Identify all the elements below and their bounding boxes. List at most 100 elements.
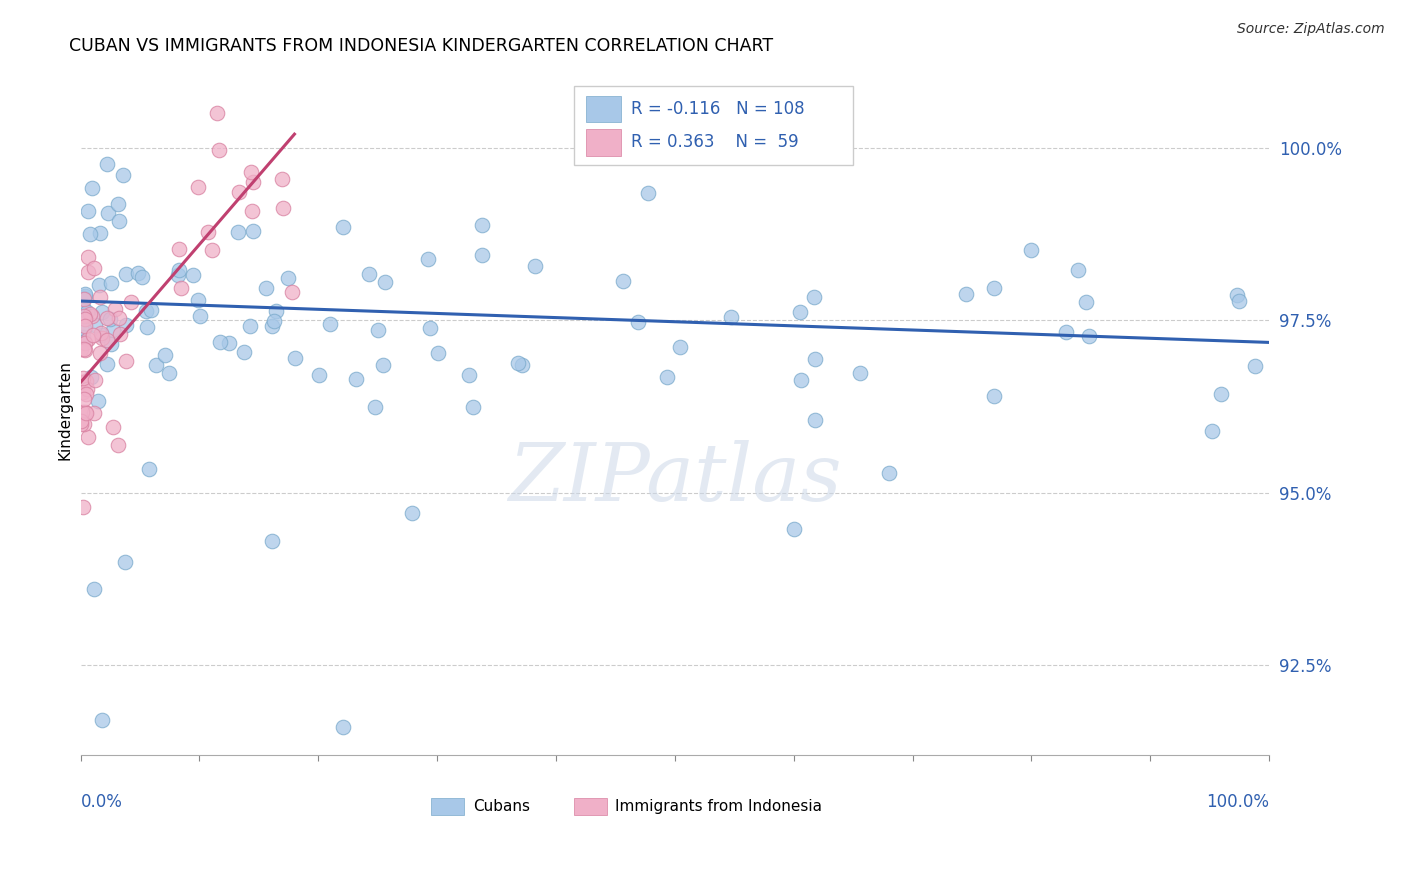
Point — [1054, 326, 1077, 340]
Point — [82, 327, 104, 342]
Point — [83, 406, 105, 420]
Point — [169, 242, 191, 256]
Point — [136, 319, 159, 334]
Point — [319, 318, 342, 332]
Point — [96, 310, 118, 325]
Point — [187, 293, 209, 308]
Point — [89, 290, 111, 304]
Point — [98, 311, 121, 326]
Point — [82, 181, 104, 195]
Point — [804, 413, 827, 427]
Point — [983, 281, 1005, 295]
Point — [170, 281, 193, 295]
Point — [70, 405, 93, 419]
Point — [1078, 329, 1101, 343]
Point — [75, 312, 97, 326]
Point — [197, 225, 219, 239]
Point — [87, 277, 110, 292]
Point — [226, 225, 249, 239]
Point — [1244, 359, 1267, 373]
Text: 100.0%: 100.0% — [1206, 793, 1270, 811]
Text: CUBAN VS IMMIGRANTS FROM INDONESIA KINDERGARTEN CORRELATION CHART: CUBAN VS IMMIGRANTS FROM INDONESIA KINDE… — [69, 37, 773, 55]
Point — [612, 275, 634, 289]
Point — [266, 304, 288, 318]
Point — [803, 290, 825, 304]
Point — [804, 352, 827, 367]
Point — [70, 414, 93, 428]
Point — [471, 218, 494, 232]
Point — [218, 336, 240, 351]
Point — [107, 213, 129, 227]
Point — [138, 462, 160, 476]
Point — [260, 319, 283, 334]
Point — [1019, 244, 1042, 258]
Point — [91, 714, 114, 728]
Point — [72, 384, 94, 399]
FancyBboxPatch shape — [586, 95, 621, 121]
Point — [83, 373, 105, 387]
Point — [233, 344, 256, 359]
Point — [73, 292, 96, 306]
Point — [169, 263, 191, 277]
Point — [75, 289, 97, 303]
Point — [401, 507, 423, 521]
FancyBboxPatch shape — [432, 798, 464, 814]
Point — [262, 534, 284, 549]
Point — [89, 346, 111, 360]
Point — [100, 276, 122, 290]
Point — [73, 343, 96, 358]
Point — [115, 268, 138, 282]
Point — [76, 203, 98, 218]
Point — [135, 304, 157, 318]
Point — [72, 370, 94, 384]
Point — [115, 318, 138, 333]
Point — [367, 323, 389, 337]
Point — [83, 582, 105, 597]
Point — [73, 309, 96, 323]
FancyBboxPatch shape — [586, 129, 621, 155]
Point — [120, 294, 142, 309]
Point — [208, 334, 231, 349]
Point — [83, 318, 105, 333]
Point — [789, 305, 811, 319]
Point — [208, 143, 231, 157]
Point — [75, 375, 97, 389]
Point — [418, 252, 440, 267]
Point — [83, 261, 105, 276]
Point — [1201, 424, 1223, 438]
Text: Immigrants from Indonesia: Immigrants from Indonesia — [616, 799, 823, 814]
Text: Source: ZipAtlas.com: Source: ZipAtlas.com — [1237, 22, 1385, 37]
Point — [73, 336, 96, 351]
Point — [75, 405, 97, 419]
Point — [101, 323, 124, 337]
Point — [983, 389, 1005, 403]
Point — [91, 327, 114, 342]
Point — [877, 466, 900, 480]
Text: ZIPatlas: ZIPatlas — [508, 441, 842, 517]
Point — [181, 268, 204, 283]
Point — [228, 185, 250, 199]
Point — [790, 373, 813, 387]
Point — [75, 406, 97, 420]
Point — [1076, 294, 1098, 309]
Point — [96, 333, 118, 347]
Point — [281, 285, 304, 300]
Point — [70, 342, 93, 356]
Point — [107, 197, 129, 211]
Point — [75, 286, 97, 301]
Point — [96, 156, 118, 170]
Point — [96, 357, 118, 371]
Point — [188, 309, 211, 323]
Point — [240, 204, 263, 219]
Point — [374, 275, 396, 289]
Point — [100, 337, 122, 351]
Point — [669, 340, 692, 354]
Point — [463, 400, 485, 414]
Point — [90, 305, 112, 319]
Point — [97, 206, 120, 220]
Point — [284, 351, 307, 365]
Point — [201, 244, 224, 258]
Point — [419, 321, 441, 335]
Text: 0.0%: 0.0% — [80, 793, 122, 811]
Point — [104, 301, 127, 316]
